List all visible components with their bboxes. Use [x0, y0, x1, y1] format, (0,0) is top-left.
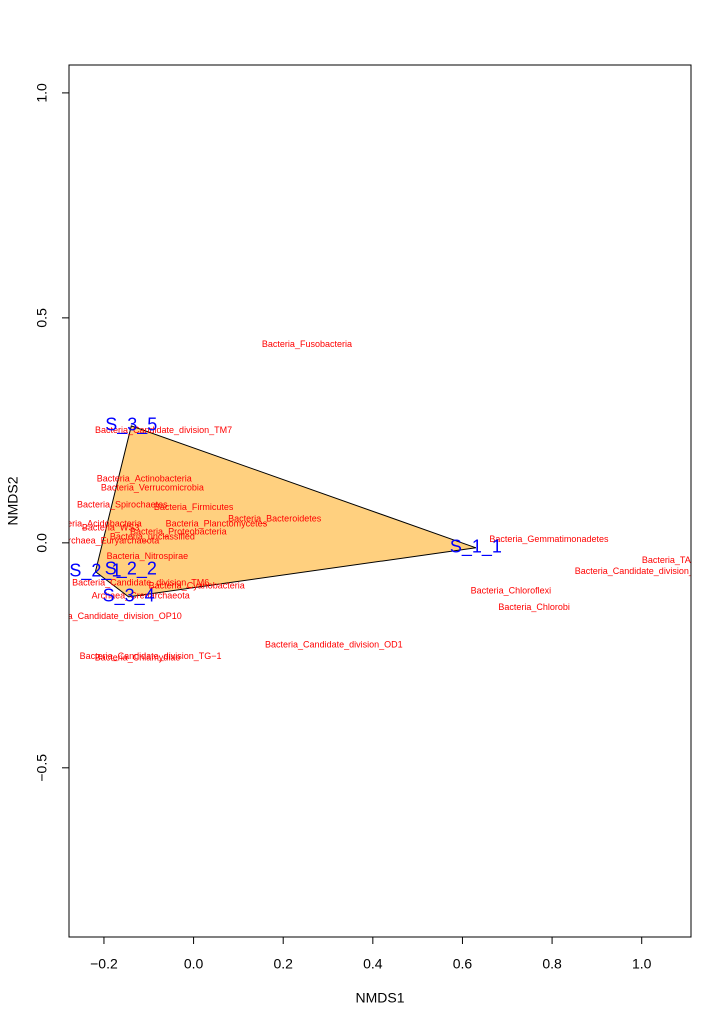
x-tick-label: −0.2	[90, 956, 118, 972]
species-label: Archaea_Crenarchaeota	[92, 590, 190, 600]
site-label: S_1_1	[450, 537, 502, 558]
x-tick-label: 0.2	[273, 956, 293, 972]
y-tick-label: 0.0	[34, 533, 50, 553]
x-tick-label: 0.6	[453, 956, 473, 972]
site-label: S_3_5	[105, 415, 157, 436]
species-label: Bacteria_TA06	[642, 555, 701, 565]
species-label: Bacteria_Candidate_division_TG−1	[80, 651, 222, 661]
species-label: Bacteria_Verrucomicrobia	[101, 482, 204, 492]
species-label: Bacteria_Bacteroidetes	[228, 513, 322, 523]
species-label: Bacteria_Chloroflexi	[471, 585, 552, 595]
species-label: Bacteria_Candidate_division_SR1	[575, 566, 711, 576]
species-label: Bacteria_Gemmatimonadetes	[489, 534, 609, 544]
site-label: S_3_4	[103, 586, 155, 607]
species-label: Bacteria_Candidate_division_TM7	[95, 425, 232, 435]
species-label: Bacteria_unclassified	[110, 531, 195, 541]
species-label: Bacteria_Spirochaetes	[77, 499, 168, 509]
species-label: Bacteria_Nitrospirae	[107, 551, 189, 561]
x-tick-label: 0.8	[542, 956, 562, 972]
species-label: Bacteria_Firmicutes	[154, 502, 234, 512]
y-axis-label: NMDS2	[5, 476, 21, 525]
x-tick-label: 0.4	[363, 956, 383, 972]
plot-frame	[68, 64, 692, 938]
plot-area: Bacteria_Fusobacteria Bacteria_Candidate_…	[40, 339, 711, 662]
site-label: S_2_2	[105, 559, 157, 580]
species-label: Bacteria_Candidate_division_OD1	[265, 639, 403, 649]
species-label: Bacteria_Cyanobacteria	[149, 580, 245, 590]
species-label: Bacteria_Fusobacteria	[262, 339, 352, 349]
species-label: Archaea_Euryarchaeota	[62, 535, 159, 545]
species-label: Bacteria_Planctomycetes	[166, 518, 268, 528]
species-label: Bacteria_Candidate_division_OP10	[40, 611, 182, 621]
species-label: Bacteria_Chlamydiae	[95, 652, 181, 662]
y-tick-label: −0.5	[34, 754, 50, 782]
y-tick-label: 0.5	[34, 308, 50, 328]
site-label: S_2_1	[69, 560, 121, 581]
species-label: Bacteria_Chlorobi	[498, 602, 570, 612]
x-axis-label: NMDS1	[355, 990, 404, 1006]
species-label: Bacteria_WS3	[82, 522, 140, 532]
y-tick-label: 1.0	[34, 83, 50, 103]
x-tick-label: 1.0	[632, 956, 652, 972]
site-hull	[94, 425, 477, 598]
species-label: Bacteria_Candidate_division_TM6	[72, 577, 209, 587]
species-label: Bacteria_Proteobacteria	[130, 526, 227, 536]
species-label: Bacteria_Acidobacteria	[49, 518, 142, 528]
x-tick-label: 0.0	[184, 956, 204, 972]
species-label: Bacteria_Actinobacteria	[97, 473, 192, 483]
